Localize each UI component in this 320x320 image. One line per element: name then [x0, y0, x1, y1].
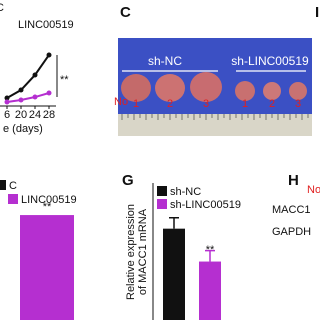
legend-swatch: [0, 180, 6, 190]
data-point: [4, 99, 10, 105]
tumor: [121, 74, 151, 102]
tumor: [263, 82, 281, 100]
panel-letter: C: [120, 4, 131, 21]
group-label: sh-LINC00519: [231, 54, 309, 68]
tumor-photo: sh-NC sh-LINC00519 No 1 2 3 1 2 3: [114, 38, 312, 136]
data-point: [46, 90, 52, 96]
data-point: [18, 97, 24, 103]
legend-label: LINC00519: [18, 19, 74, 31]
panel-letter: H: [288, 172, 299, 189]
x-tick-label: 6: [4, 109, 10, 121]
legend-swatch: [8, 194, 18, 204]
no-label: No: [114, 96, 128, 108]
legend-swatch: [157, 199, 167, 209]
x-tick-label: 20: [15, 109, 27, 121]
tumor-number: 2: [269, 98, 275, 110]
annotation: **: [206, 244, 215, 256]
data-point: [32, 94, 38, 100]
y-axis-label: of MACC1 mRNA: [137, 208, 149, 295]
tumor-number: 3: [203, 98, 209, 110]
tumor: [235, 81, 255, 101]
legend-label: C: [9, 180, 17, 192]
panel-letter: I: [315, 4, 319, 21]
blot-row-label: GAPDH: [272, 226, 311, 238]
annotation: **: [43, 201, 52, 213]
ruler: [118, 114, 312, 136]
y-axis-label: Relative expression: [125, 204, 137, 300]
data-point: [46, 52, 52, 58]
group-label: sh-NC: [148, 54, 182, 68]
tumor-number: 1: [242, 98, 248, 110]
panel-letter: G: [122, 172, 134, 189]
legend-label: LINC00519: [21, 194, 77, 206]
legend-label: sh-NC: [170, 186, 201, 198]
error-bar: [169, 216, 179, 229]
tumor-number: 1: [133, 98, 139, 110]
legend-label: sh-LINC00519: [170, 199, 241, 211]
error-bar: [205, 249, 215, 262]
tumor: [155, 74, 185, 102]
bar: [163, 228, 185, 320]
tumor-number: 3: [295, 98, 301, 110]
annotation: **: [60, 74, 69, 86]
series-line: [6, 92, 50, 103]
x-tick-label: 24: [29, 109, 41, 121]
tumor: [289, 82, 307, 100]
series-line: [6, 54, 50, 99]
data-point: [4, 95, 10, 101]
data-point: [18, 87, 24, 93]
no-label: No: [307, 184, 320, 196]
x-tick-label: 28: [43, 109, 55, 121]
bar: [199, 261, 221, 320]
legend-swatch: [157, 186, 167, 196]
tumor: [190, 72, 222, 102]
legend-label: C: [0, 2, 4, 14]
blot-row-label: MACC1: [272, 204, 311, 216]
x-axis-label: e (days): [3, 123, 43, 135]
ruler-ticks: [121, 114, 309, 120]
bar: [20, 215, 74, 320]
data-point: [32, 72, 38, 78]
tumor-number: 2: [167, 98, 173, 110]
